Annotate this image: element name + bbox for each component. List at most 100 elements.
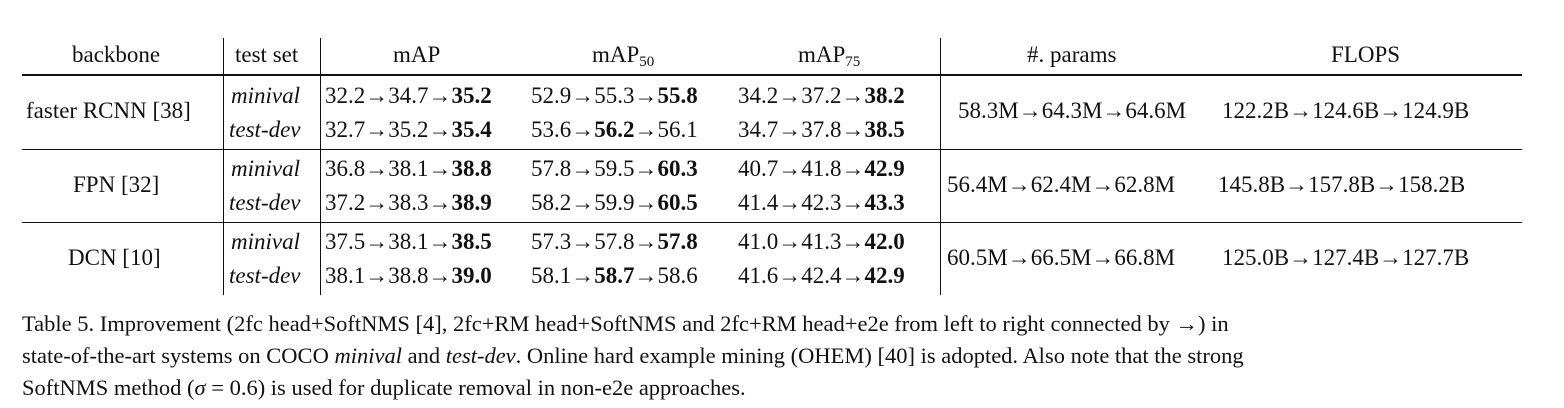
- test-set-cell: minival: [231, 229, 300, 254]
- group-rule-2: [22, 222, 1522, 223]
- col-divider-1: [223, 38, 224, 295]
- map75-best-value: 43.3: [864, 190, 905, 215]
- results-table: backbone test set mAP mAP50 mAP75 #. par…: [22, 38, 1522, 295]
- map-best-value: 38.5: [451, 229, 492, 254]
- test-set-cell: test-dev: [229, 117, 301, 142]
- map75-best-value: 42.9: [864, 263, 905, 288]
- test-set-cell: minival: [231, 83, 300, 108]
- map50-best-value: 56.2: [594, 117, 635, 142]
- header-map50-sub: 50: [639, 54, 655, 70]
- map75-value: 40.7→41.8→: [738, 156, 865, 181]
- flops-cell: 125.0B→127.4B→127.7B: [1222, 245, 1470, 270]
- map-best-value: 38.8: [451, 156, 492, 181]
- map-cell: 37.2→38.3→38.9: [325, 186, 492, 220]
- map50-best-value: 58.7: [594, 263, 635, 288]
- map75-cell: 34.7→37.8→38.5: [738, 113, 905, 147]
- map-value: 37.5→38.1→: [325, 229, 452, 254]
- map50-tail: →56.1: [634, 117, 698, 142]
- map75-best-value: 38.5: [864, 117, 905, 142]
- map75-cell: 40.7→41.8→42.9: [738, 152, 905, 186]
- map-best-value: 35.2: [451, 83, 492, 108]
- col-divider-3: [940, 38, 941, 295]
- map-best-value: 39.0: [451, 263, 492, 288]
- map50-value: 53.6→: [531, 117, 595, 142]
- map75-cell: 34.2→37.2→38.2: [738, 79, 905, 113]
- map50-cell: 53.6→56.2→56.1: [531, 113, 698, 147]
- map75-cell: 41.4→42.3→43.3: [738, 186, 905, 220]
- caption-text: state-of-the-art systems on COCO: [22, 343, 335, 368]
- map50-best-value: 60.3: [657, 156, 698, 181]
- map50-cell: 52.9→55.3→55.8: [531, 79, 698, 113]
- map50-cell: 57.8→59.5→60.3: [531, 152, 698, 186]
- map-value: 32.7→35.2→: [325, 117, 452, 142]
- header-rule: [22, 74, 1522, 76]
- map50-value: 58.1→: [531, 263, 595, 288]
- map50-best-value: 57.8: [657, 229, 698, 254]
- flops-cell: 122.2B→124.6B→124.9B: [1222, 98, 1470, 123]
- header-map75-base: mAP: [798, 42, 846, 67]
- caption-text: and: [401, 343, 446, 368]
- table-caption: Table 5. Improvement (2fc head+SoftNMS […: [22, 308, 1522, 404]
- map75-value: 34.7→37.8→: [738, 117, 865, 142]
- map-value: 36.8→38.1→: [325, 156, 452, 181]
- header-params: #. params: [1027, 42, 1117, 67]
- test-set-cell: test-dev: [229, 190, 301, 215]
- caption-text: SoftNMS method (: [22, 375, 195, 400]
- map-cell: 38.1→38.8→39.0: [325, 259, 492, 293]
- flops-cell: 145.8B→157.8B→158.2B: [1218, 172, 1466, 197]
- map-cell: 32.7→35.2→35.4: [325, 113, 492, 147]
- params-cell: 58.3M→64.3M→64.6M: [958, 98, 1187, 123]
- header-test-set: test set: [235, 42, 299, 67]
- caption-line-2: state-of-the-art systems on COCO minival…: [22, 340, 1522, 372]
- params-cell: 60.5M→66.5M→66.8M: [947, 245, 1176, 270]
- map-cell: 37.5→38.1→38.5: [325, 225, 492, 259]
- col-divider-2: [320, 38, 321, 295]
- map50-best-value: 60.5: [657, 190, 698, 215]
- map50-tail: →58.6: [634, 263, 698, 288]
- map-value: 37.2→38.3→: [325, 190, 452, 215]
- map50-cell: 58.2→59.9→60.5: [531, 186, 698, 220]
- params-cell: 56.4M→62.4M→62.8M: [947, 172, 1176, 197]
- header-map75-sub: 75: [845, 54, 861, 70]
- map75-value: 41.4→42.3→: [738, 190, 865, 215]
- map50-value: 52.9→55.3→: [531, 83, 658, 108]
- caption-text: = 0.6) is used for duplicate removal in …: [205, 375, 746, 400]
- map-cell: 32.2→34.7→35.2: [325, 79, 492, 113]
- map-value: 32.2→34.7→: [325, 83, 452, 108]
- map50-value: 57.8→59.5→: [531, 156, 658, 181]
- map-value: 38.1→38.8→: [325, 263, 452, 288]
- backbone-cell: FPN [32]: [73, 172, 160, 197]
- backbone-cell: DCN [10]: [68, 245, 161, 270]
- map50-cell: 58.1→58.7→58.6: [531, 259, 698, 293]
- backbone-cell: faster RCNN [38]: [26, 98, 191, 123]
- header-backbone: backbone: [72, 42, 161, 67]
- map75-best-value: 42.0: [864, 229, 905, 254]
- map50-cell: 57.3→57.8→57.8: [531, 225, 698, 259]
- map75-best-value: 38.2: [864, 83, 905, 108]
- caption-text: . Online hard example mining (OHEM) [40]…: [515, 343, 1244, 368]
- map50-value: 58.2→59.9→: [531, 190, 658, 215]
- map75-best-value: 42.9: [864, 156, 905, 181]
- caption-italic: minival: [334, 343, 402, 368]
- map-best-value: 38.9: [451, 190, 492, 215]
- header-map75: mAP75: [798, 38, 860, 72]
- caption-sigma: σ: [194, 375, 206, 400]
- map75-value: 41.0→41.3→: [738, 229, 865, 254]
- header-map50: mAP50: [592, 38, 654, 72]
- map-cell: 36.8→38.1→38.8: [325, 152, 492, 186]
- map50-best-value: 55.8: [657, 83, 698, 108]
- caption-italic: test-dev: [445, 343, 516, 368]
- map50-value: 57.3→57.8→: [531, 229, 658, 254]
- map75-cell: 41.0→41.3→42.0: [738, 225, 905, 259]
- header-map50-base: mAP: [592, 42, 640, 67]
- header-map: mAP: [393, 42, 441, 67]
- map-best-value: 35.4: [451, 117, 492, 142]
- test-set-cell: test-dev: [229, 263, 301, 288]
- header-flops: FLOPS: [1331, 42, 1401, 67]
- map75-cell: 41.6→42.4→42.9: [738, 259, 905, 293]
- test-set-cell: minival: [231, 156, 300, 181]
- caption-line-3: SoftNMS method (σ = 0.6) is used for dup…: [22, 372, 1522, 404]
- caption-line-1: Table 5. Improvement (2fc head+SoftNMS […: [22, 311, 1229, 336]
- group-rule-1: [22, 149, 1522, 150]
- map75-value: 34.2→37.2→: [738, 83, 865, 108]
